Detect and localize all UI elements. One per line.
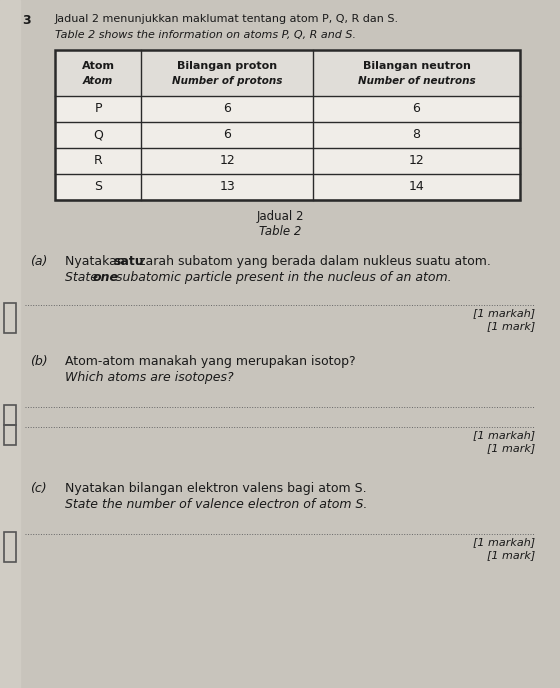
Text: 6: 6 — [413, 103, 421, 116]
Bar — [4, 532, 16, 562]
Text: Table 2 shows the information on atoms P, Q, R and S.: Table 2 shows the information on atoms P… — [55, 30, 356, 40]
Text: P: P — [94, 103, 102, 116]
Bar — [55, 96, 520, 122]
Text: (c): (c) — [30, 482, 46, 495]
Text: 14: 14 — [409, 180, 424, 193]
Text: [1 mark]: [1 mark] — [487, 443, 535, 453]
Text: [1 mark]: [1 mark] — [487, 550, 535, 560]
Text: Nyatakan: Nyatakan — [65, 255, 129, 268]
Bar — [4, 303, 16, 333]
Bar — [4, 425, 16, 445]
Text: Jadual 2 menunjukkan maklumat tentang atom P, Q, R dan S.: Jadual 2 menunjukkan maklumat tentang at… — [55, 14, 399, 24]
Text: Number of neutrons: Number of neutrons — [358, 76, 475, 86]
Text: Table 2: Table 2 — [259, 225, 301, 238]
Text: 6: 6 — [223, 129, 231, 142]
Text: State the number of valence electron of atom S.: State the number of valence electron of … — [65, 498, 367, 511]
Text: Q: Q — [93, 129, 103, 142]
Text: 12: 12 — [409, 155, 424, 167]
Text: zarah subatom yang berada dalam nukleus suatu atom.: zarah subatom yang berada dalam nukleus … — [135, 255, 491, 268]
Bar — [55, 148, 520, 174]
Text: Bilangan neutron: Bilangan neutron — [363, 61, 470, 71]
Text: 13: 13 — [219, 180, 235, 193]
Text: [1 markah]: [1 markah] — [473, 430, 535, 440]
Text: satu: satu — [113, 255, 143, 268]
Bar — [55, 50, 520, 96]
Bar — [4, 405, 16, 425]
Text: Jadual 2: Jadual 2 — [256, 210, 304, 223]
Text: Atom: Atom — [83, 76, 113, 86]
Text: Nyatakan bilangan elektron valens bagi atom S.: Nyatakan bilangan elektron valens bagi a… — [65, 482, 367, 495]
Bar — [0, 0, 20, 688]
Text: 3: 3 — [22, 14, 31, 27]
Text: 6: 6 — [223, 103, 231, 116]
Text: State: State — [65, 271, 102, 284]
Text: 8: 8 — [413, 129, 421, 142]
Text: subatomic particle present in the nucleus of an atom.: subatomic particle present in the nucleu… — [112, 271, 451, 284]
Text: (b): (b) — [30, 355, 48, 368]
Text: [1 markah]: [1 markah] — [473, 537, 535, 547]
Text: Bilangan proton: Bilangan proton — [177, 61, 277, 71]
Text: 12: 12 — [219, 155, 235, 167]
Text: S: S — [94, 180, 102, 193]
Text: [1 mark]: [1 mark] — [487, 321, 535, 331]
Text: [1 markah]: [1 markah] — [473, 308, 535, 318]
Text: (a): (a) — [30, 255, 48, 268]
Text: Number of protons: Number of protons — [172, 76, 282, 86]
Bar — [55, 174, 520, 200]
Text: R: R — [94, 155, 102, 167]
Text: Atom: Atom — [82, 61, 114, 71]
Text: one: one — [93, 271, 119, 284]
Text: Which atoms are isotopes?: Which atoms are isotopes? — [65, 371, 234, 384]
Bar — [55, 122, 520, 148]
Text: Atom-atom manakah yang merupakan isotop?: Atom-atom manakah yang merupakan isotop? — [65, 355, 356, 368]
